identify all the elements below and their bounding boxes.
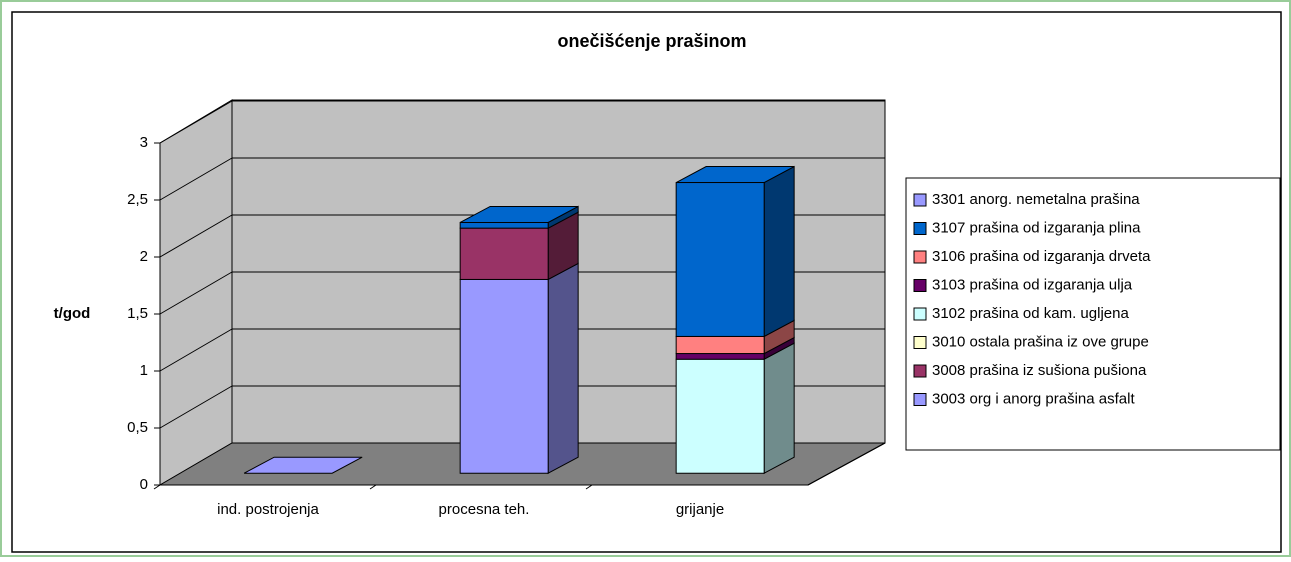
bar-top — [243, 456, 363, 474]
legend-swatch — [913, 250, 927, 264]
bar — [675, 358, 765, 474]
y-tick-label: 0,5 — [127, 419, 148, 436]
bar — [459, 278, 549, 474]
grid-line — [159, 385, 233, 429]
floor-edge — [807, 442, 886, 486]
legend-label: 3008 prašina iz sušiona pušiona — [932, 362, 1147, 379]
legend-label: 3103 prašina od izgaranja ulja — [932, 276, 1133, 293]
legend-swatch — [913, 279, 927, 292]
legend-label: 3003 org i anorg prašina asfalt — [932, 390, 1135, 407]
legend-label: 3010 ostala prašina iz ove grupe — [932, 333, 1149, 350]
y-tick-label: 1 — [140, 362, 148, 379]
y-tick-label: 2,5 — [127, 191, 148, 208]
grid-line — [159, 214, 233, 258]
legend-label: 3107 prašina od izgaranja plina — [932, 219, 1141, 236]
legend-swatch — [913, 336, 927, 349]
legend-label: 3301 anorg. nemetalna prašina — [932, 191, 1140, 208]
x-tick-mark — [585, 484, 593, 490]
grid-line — [159, 157, 233, 201]
bar-side — [763, 165, 795, 338]
bar — [675, 182, 765, 337]
y-tick-label: 3 — [140, 134, 148, 151]
bar-side — [547, 262, 579, 475]
x-tick-label: ind. postrojenja — [217, 501, 319, 518]
bar — [675, 335, 765, 355]
bar-top — [675, 166, 795, 184]
bar — [459, 221, 549, 229]
bar-side — [763, 342, 795, 475]
x-tick-label: grijanje — [676, 501, 724, 518]
bar — [459, 227, 549, 280]
y-tick-label: 1,5 — [127, 305, 148, 322]
bar — [675, 353, 765, 360]
grid-line — [159, 100, 233, 144]
y-axis-label: t/god — [54, 305, 91, 322]
bar-top — [459, 205, 579, 223]
legend — [905, 177, 1281, 451]
legend-swatch — [913, 222, 927, 235]
y-tick-label: 2 — [140, 248, 148, 265]
chart-title: onečišćenje prašinom — [557, 31, 746, 51]
legend-swatch — [913, 393, 927, 406]
x-tick-label: procesna teh. — [439, 501, 530, 518]
x-tick-mark — [153, 484, 161, 490]
y-tick-label: 0 — [140, 476, 148, 493]
x-tick-mark — [369, 484, 377, 490]
legend-swatch — [913, 307, 927, 321]
legend-label: 3102 prašina od kam. ugljena — [932, 305, 1129, 322]
grid-line — [159, 328, 233, 372]
grid-line — [159, 271, 233, 315]
legend-swatch — [913, 364, 927, 378]
legend-label: 3106 prašina od izgaranja drveta — [932, 248, 1151, 265]
legend-swatch — [913, 193, 927, 207]
